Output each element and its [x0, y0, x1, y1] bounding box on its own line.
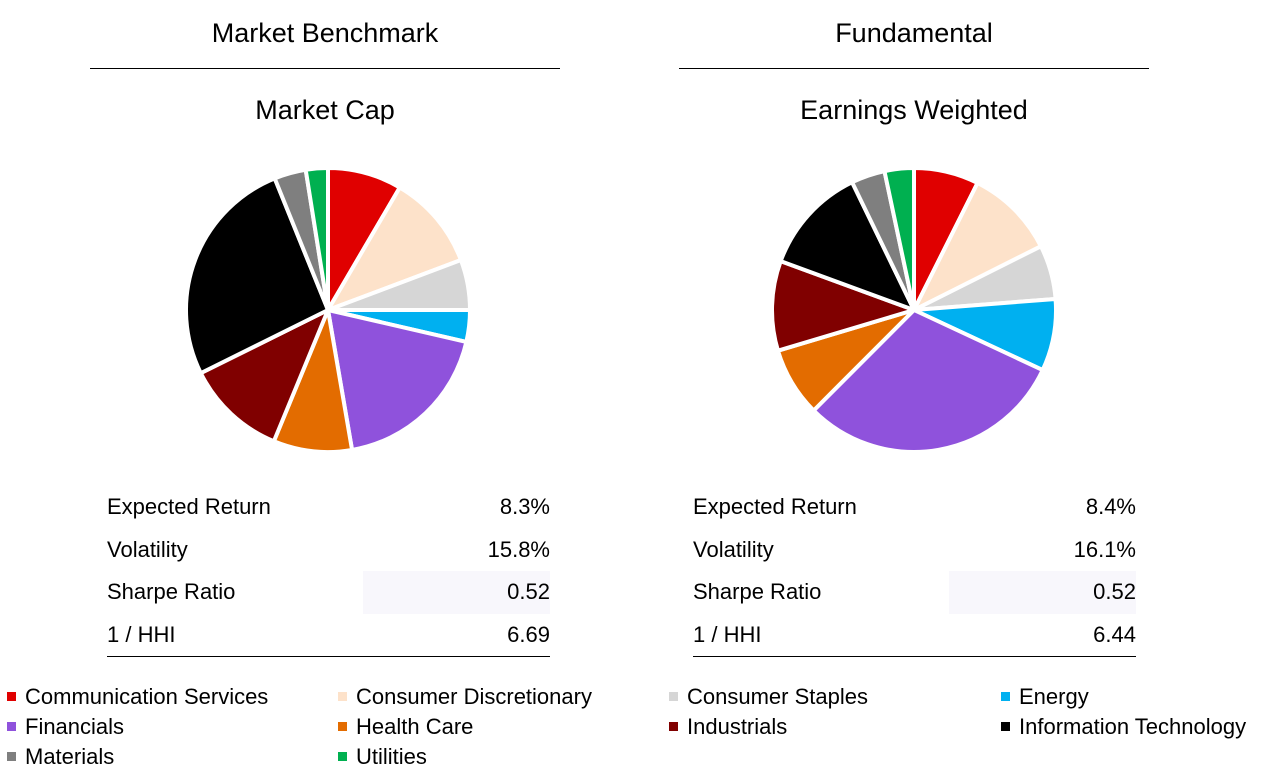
legend-item: Health Care: [338, 714, 473, 740]
stat-row: 1 / HHI 6.69: [107, 613, 550, 657]
chart-title: Earnings Weighted: [800, 95, 1028, 125]
legend-label: Communication Services: [25, 684, 269, 709]
group-title: Fundamental: [679, 0, 1149, 69]
stat-row: Volatility 15.8%: [107, 529, 550, 572]
legend-swatch: [338, 751, 347, 761]
stat-label: Volatility: [693, 536, 774, 562]
pie-slice-utilities: [882, 166, 916, 312]
stat-value: 0.52: [949, 571, 1136, 614]
market-cap-pie: [184, 166, 472, 454]
legend-label: Materials: [25, 744, 115, 769]
market-benchmark-panel: Market Benchmark Market Cap: [90, 0, 560, 126]
legend-item: Financials: [7, 714, 124, 740]
legend-label: Utilities: [356, 744, 427, 769]
group-title: Market Benchmark: [90, 0, 560, 69]
stat-value: 0.52: [363, 571, 550, 614]
chart-title: Market Cap: [255, 95, 395, 125]
legend-label: Health Care: [356, 714, 474, 739]
stat-value: 15.8%: [487, 536, 550, 562]
legend-label: Consumer Staples: [687, 684, 868, 709]
stat-label: Expected Return: [693, 494, 857, 520]
legend-item: Utilities: [338, 744, 427, 770]
market-cap-stats: Expected Return 8.3% Volatility 15.8% Shar…: [107, 486, 550, 657]
legend-item: Information Technology: [1001, 714, 1246, 740]
stat-label: Sharpe Ratio: [693, 579, 822, 605]
pie-slice-utilities: [303, 166, 330, 312]
stat-label: Expected Return: [107, 494, 271, 520]
stat-value: 8.3%: [499, 494, 550, 520]
legend-label: Financials: [25, 714, 125, 739]
stat-row: Volatility 16.1%: [693, 529, 1136, 572]
legend-label: Industrials: [687, 714, 788, 739]
legend-swatch: [7, 721, 16, 731]
stat-label: 1 / HHI: [693, 613, 949, 657]
stat-row: Expected Return 8.3%: [107, 486, 550, 529]
legend-item: Consumer Staples: [669, 684, 868, 710]
legend-swatch: [7, 691, 16, 701]
stat-value: 6.44: [949, 613, 1136, 657]
legend-swatch: [1001, 721, 1010, 731]
pie-slice-financials: [326, 308, 469, 452]
legend-label: Information Technology: [1019, 714, 1247, 739]
legend-swatch: [1001, 691, 1010, 701]
stat-label: Sharpe Ratio: [107, 579, 236, 605]
earnings-weighted-pie: [770, 166, 1058, 454]
pie-slice-industrials: [770, 259, 916, 353]
legend-label: Energy: [1019, 684, 1089, 709]
stat-row: Sharpe Ratio 0.52: [107, 571, 550, 614]
stat-label: 1 / HHI: [107, 613, 363, 657]
pie-slice-consumer-discretionary: [326, 185, 463, 312]
stat-row: Sharpe Ratio 0.52: [693, 571, 1136, 614]
pie-slice-information-technology: [778, 180, 916, 312]
pie-slice-consumer-discretionary: [912, 180, 1043, 312]
legend-item: Energy: [1001, 684, 1089, 710]
legend-item: Communication Services: [7, 684, 268, 710]
stat-value: 16.1%: [1073, 536, 1136, 562]
legend-item: Consumer Discretionary: [338, 684, 592, 710]
pie-slice-financials: [811, 308, 1045, 454]
stat-value: 8.4%: [1085, 494, 1136, 520]
legend-label: Consumer Discretionary: [356, 684, 592, 709]
stat-value: 6.69: [363, 613, 550, 657]
legend-swatch: [669, 721, 678, 731]
legend-swatch: [338, 691, 347, 701]
pie-slice-industrials: [198, 308, 330, 444]
earnings-weighted-stats: Expected Return 8.4% Volatility 16.1% Shar…: [693, 486, 1136, 657]
stat-row: 1 / HHI 6.44: [693, 613, 1136, 657]
stat-label: Volatility: [107, 536, 188, 562]
legend-swatch: [669, 691, 678, 701]
legend-item: Industrials: [669, 714, 787, 740]
legend-item: Materials: [7, 744, 114, 770]
fundamental-panel: Fundamental Earnings Weighted: [679, 0, 1149, 126]
stat-row: Expected Return 8.4%: [693, 486, 1136, 529]
legend-swatch: [338, 721, 347, 731]
legend-swatch: [7, 751, 16, 761]
